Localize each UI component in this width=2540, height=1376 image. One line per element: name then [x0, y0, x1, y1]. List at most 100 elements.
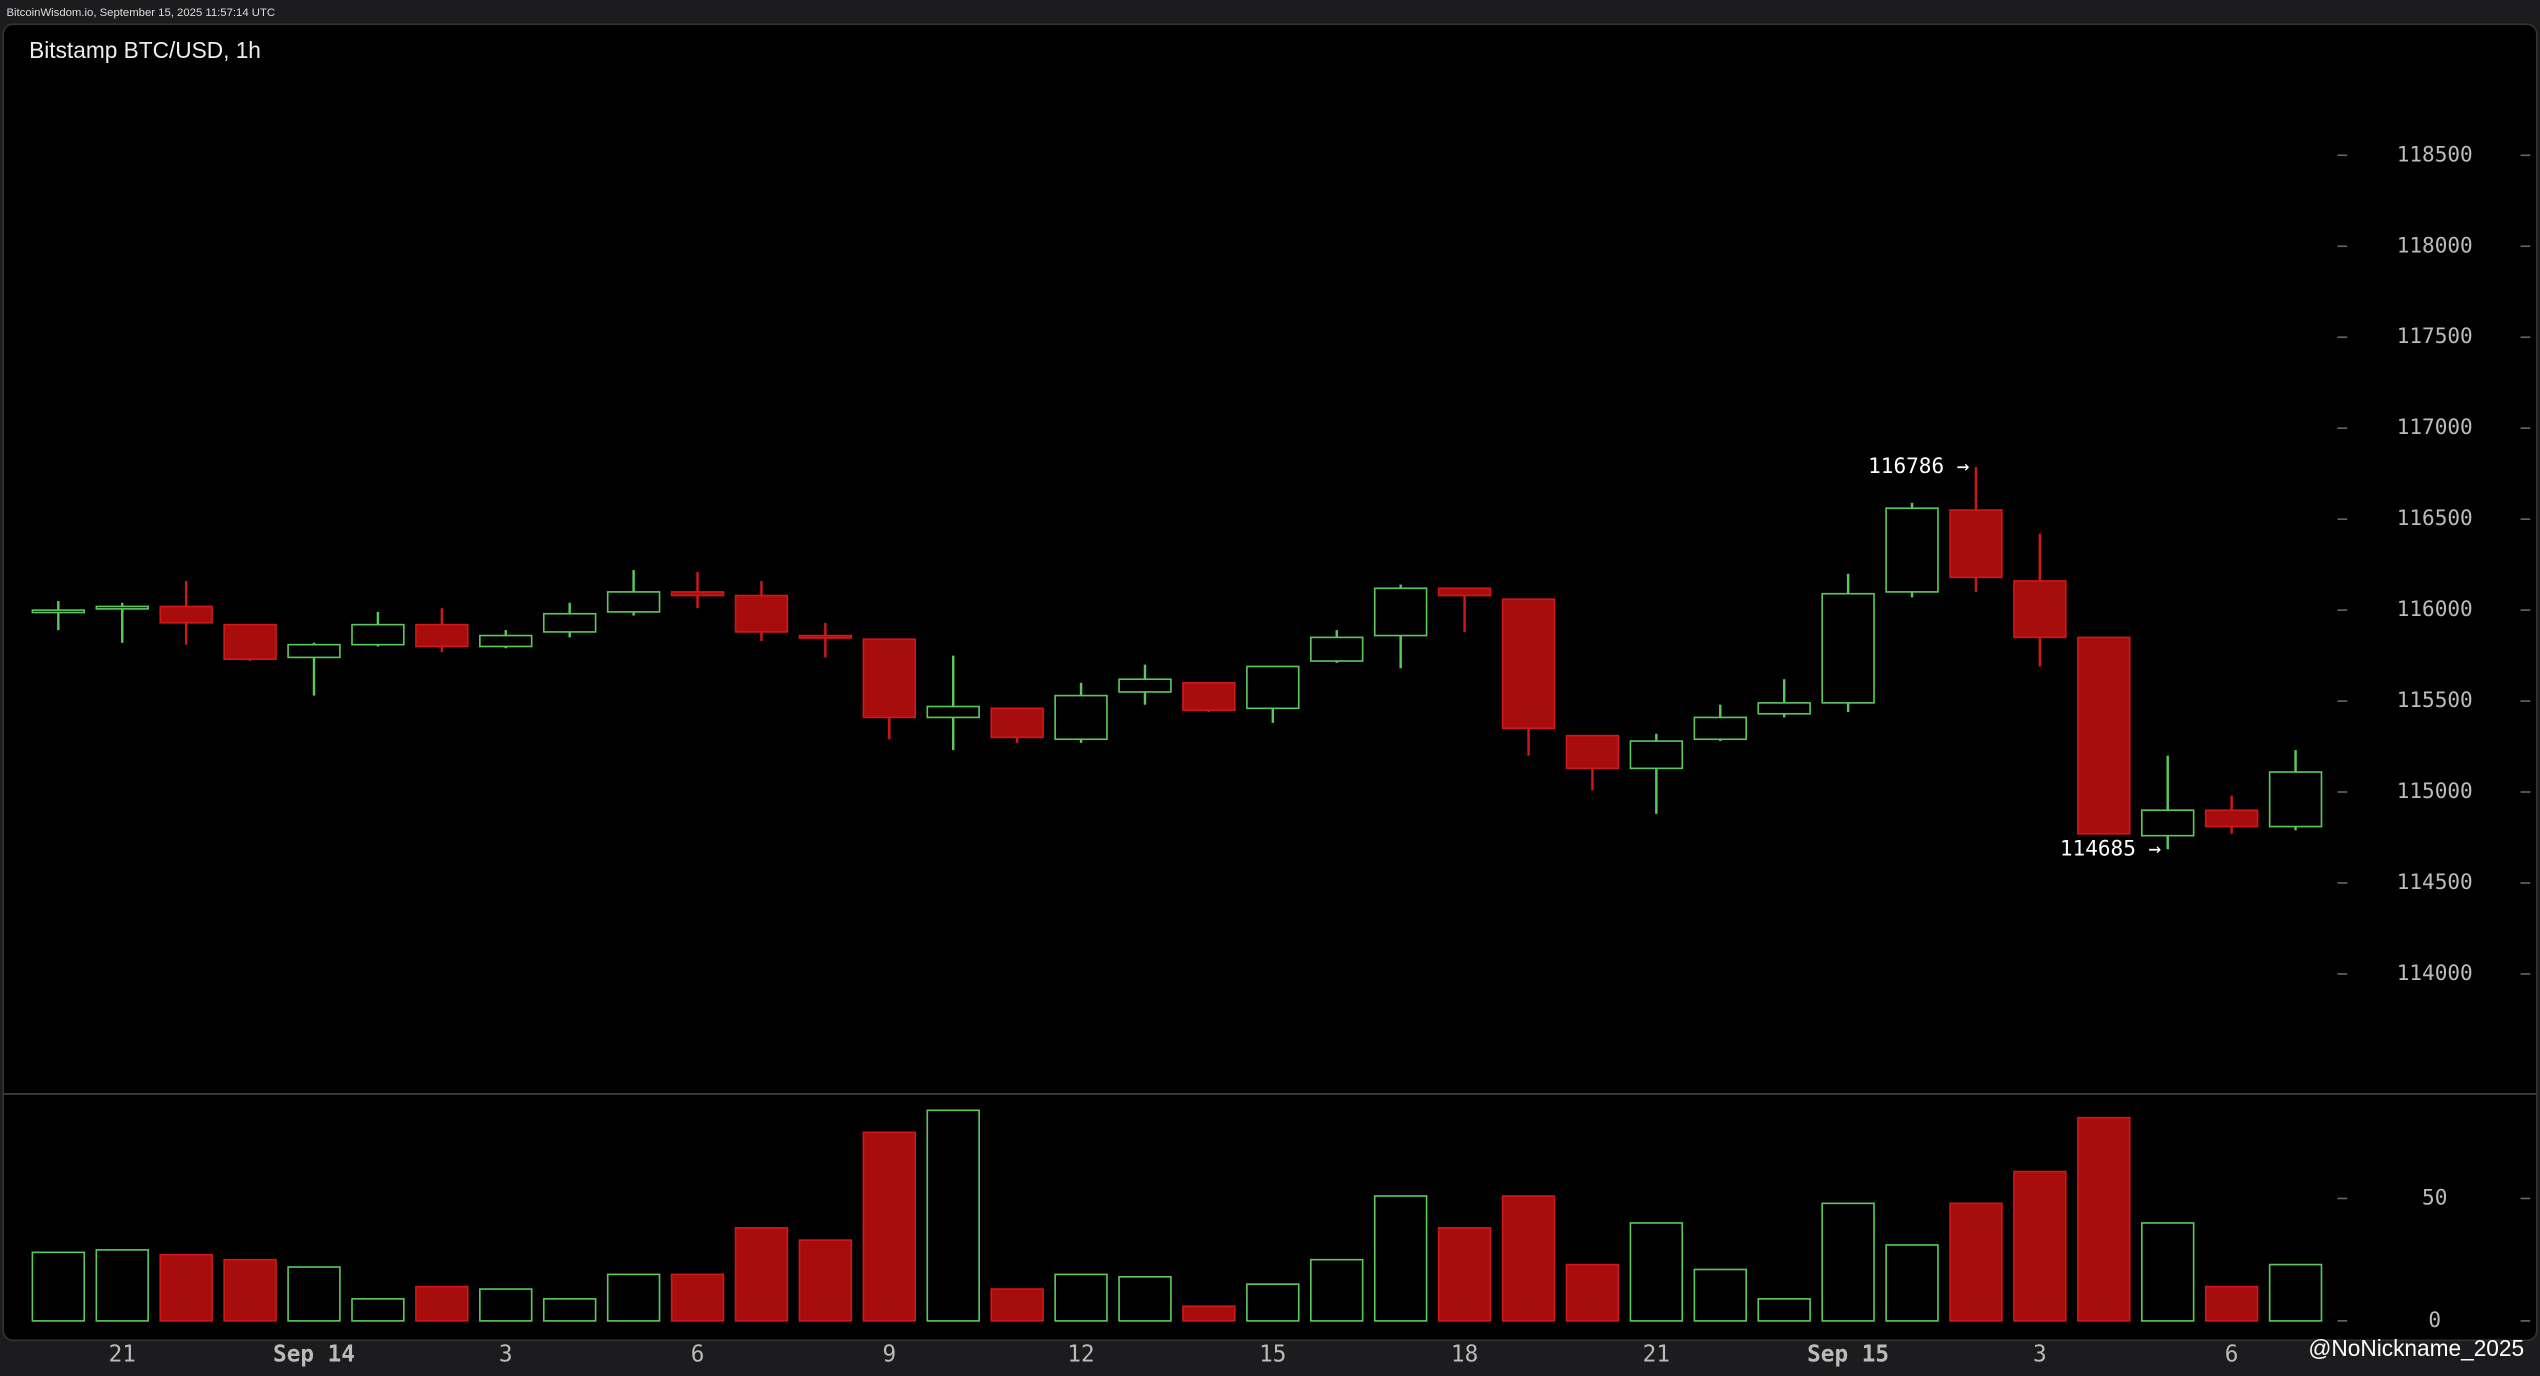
candle-body — [542, 612, 597, 633]
y-tick-label: 114500 — [2397, 869, 2473, 894]
candle-body — [159, 605, 213, 624]
x-tick-label: 15 — [1259, 1341, 1286, 1367]
volume-bar — [2204, 1285, 2259, 1322]
volume-bar — [1118, 1276, 1172, 1322]
candle-body — [606, 591, 661, 613]
candle-body — [926, 705, 980, 719]
volume-bar — [990, 1288, 1044, 1322]
candle-body — [734, 594, 789, 633]
candle-body — [2077, 636, 2131, 835]
y-tick-label: 117500 — [2397, 323, 2473, 348]
x-tick-label: Sep 15 — [1807, 1341, 1889, 1367]
volume-bar — [1693, 1268, 1747, 1322]
volume-bar — [1501, 1195, 1556, 1322]
volume-bar — [479, 1288, 533, 1322]
candle-body — [1501, 598, 1556, 730]
candle-body — [31, 609, 86, 614]
volume-bar — [31, 1251, 86, 1322]
candle-body — [351, 623, 405, 646]
volume-bar — [351, 1298, 405, 1322]
volume-bar — [1437, 1227, 1492, 1322]
y2-tick-label: 50 — [2422, 1184, 2447, 1209]
x-tick-label: 21 — [1643, 1341, 1670, 1367]
candle-body — [2140, 809, 2195, 837]
volume-bar — [606, 1273, 661, 1322]
volume-bar — [2268, 1263, 2323, 1322]
candle-body — [1118, 678, 1172, 693]
candle-body — [1246, 665, 1300, 710]
volume-bar — [542, 1298, 597, 1322]
volume-bar — [2140, 1222, 2195, 1322]
candle-body — [1757, 702, 1811, 715]
y-tick-label: 115500 — [2397, 687, 2473, 712]
y-tick-label: 117000 — [2397, 414, 2473, 439]
candle-body — [1437, 587, 1492, 597]
volume-bar — [95, 1249, 149, 1322]
volume-bar — [1054, 1273, 1108, 1322]
candle-body — [1693, 716, 1747, 741]
volume-bar — [734, 1227, 789, 1322]
x-tick-label: 6 — [2225, 1341, 2239, 1367]
volume-bar — [1373, 1195, 1428, 1322]
volume-bar — [926, 1109, 980, 1322]
candle-body — [415, 623, 469, 648]
y-tick-label: 115000 — [2397, 778, 2473, 803]
volume-bar — [1246, 1283, 1300, 1322]
volume-bar — [223, 1258, 277, 1322]
volume-bar — [1757, 1298, 1811, 1322]
x-tick-label: 18 — [1451, 1341, 1478, 1367]
volume-bar — [862, 1131, 917, 1322]
volume-bar — [415, 1285, 469, 1322]
min-annotation: 114685 → — [2060, 835, 2161, 860]
candle-body — [1373, 587, 1428, 637]
y-tick-label: 116500 — [2397, 505, 2473, 530]
x-tick-label: Sep 14 — [273, 1341, 355, 1367]
y-tick-label: 118000 — [2397, 232, 2473, 257]
header: BitcoinWisdom.io, September 15, 2025 11:… — [6, 7, 275, 19]
volume-bar — [1821, 1202, 1875, 1322]
volume-bar — [1310, 1258, 1364, 1322]
x-tick-label: 3 — [2033, 1341, 2047, 1367]
candle-body — [798, 634, 853, 639]
volume-bar — [159, 1253, 213, 1322]
candle-body — [1310, 636, 1364, 662]
y-tick-label: 116000 — [2397, 596, 2473, 621]
candle-body — [2013, 580, 2067, 639]
candle-body — [2204, 809, 2259, 828]
candle-body — [1182, 682, 1236, 711]
volume-bar — [1949, 1202, 2003, 1322]
candle-body — [1054, 694, 1108, 741]
y2-tick-label: 0 — [2428, 1307, 2441, 1332]
chart-title: Bitstamp BTC/USD, 1h — [29, 37, 261, 63]
candle-body — [287, 643, 341, 659]
y-tick-label: 118500 — [2397, 141, 2473, 166]
candle-body — [1885, 507, 1939, 593]
x-tick-label: 21 — [109, 1341, 136, 1367]
candle-body — [862, 638, 917, 719]
y-tick-label: 114000 — [2397, 960, 2473, 985]
watermark: @NoNickname_2025 — [2308, 1335, 2524, 1361]
volume-bar — [2077, 1116, 2131, 1322]
volume-bar — [1565, 1263, 1620, 1322]
candle-body — [95, 605, 149, 610]
volume-bar — [287, 1266, 341, 1322]
volume-bar — [2013, 1170, 2067, 1322]
candle-body — [2268, 771, 2323, 828]
x-tick-label: 6 — [691, 1341, 705, 1367]
x-tick-label: 3 — [499, 1341, 513, 1367]
volume-bar — [670, 1273, 725, 1322]
max-annotation: 116786 → — [1868, 453, 1969, 478]
volume-bar — [1885, 1244, 1939, 1322]
candle-body — [479, 634, 533, 648]
candle-body — [223, 623, 277, 661]
candle-body — [1949, 509, 2003, 579]
candle-body — [1821, 592, 1875, 704]
candle-body — [990, 707, 1044, 739]
volume-bar — [1629, 1222, 1684, 1322]
volume-bar — [798, 1239, 853, 1322]
volume-bar — [1182, 1305, 1236, 1322]
candle-body — [1565, 734, 1620, 770]
x-tick-label: 9 — [882, 1341, 896, 1367]
candle-body — [1629, 740, 1684, 770]
